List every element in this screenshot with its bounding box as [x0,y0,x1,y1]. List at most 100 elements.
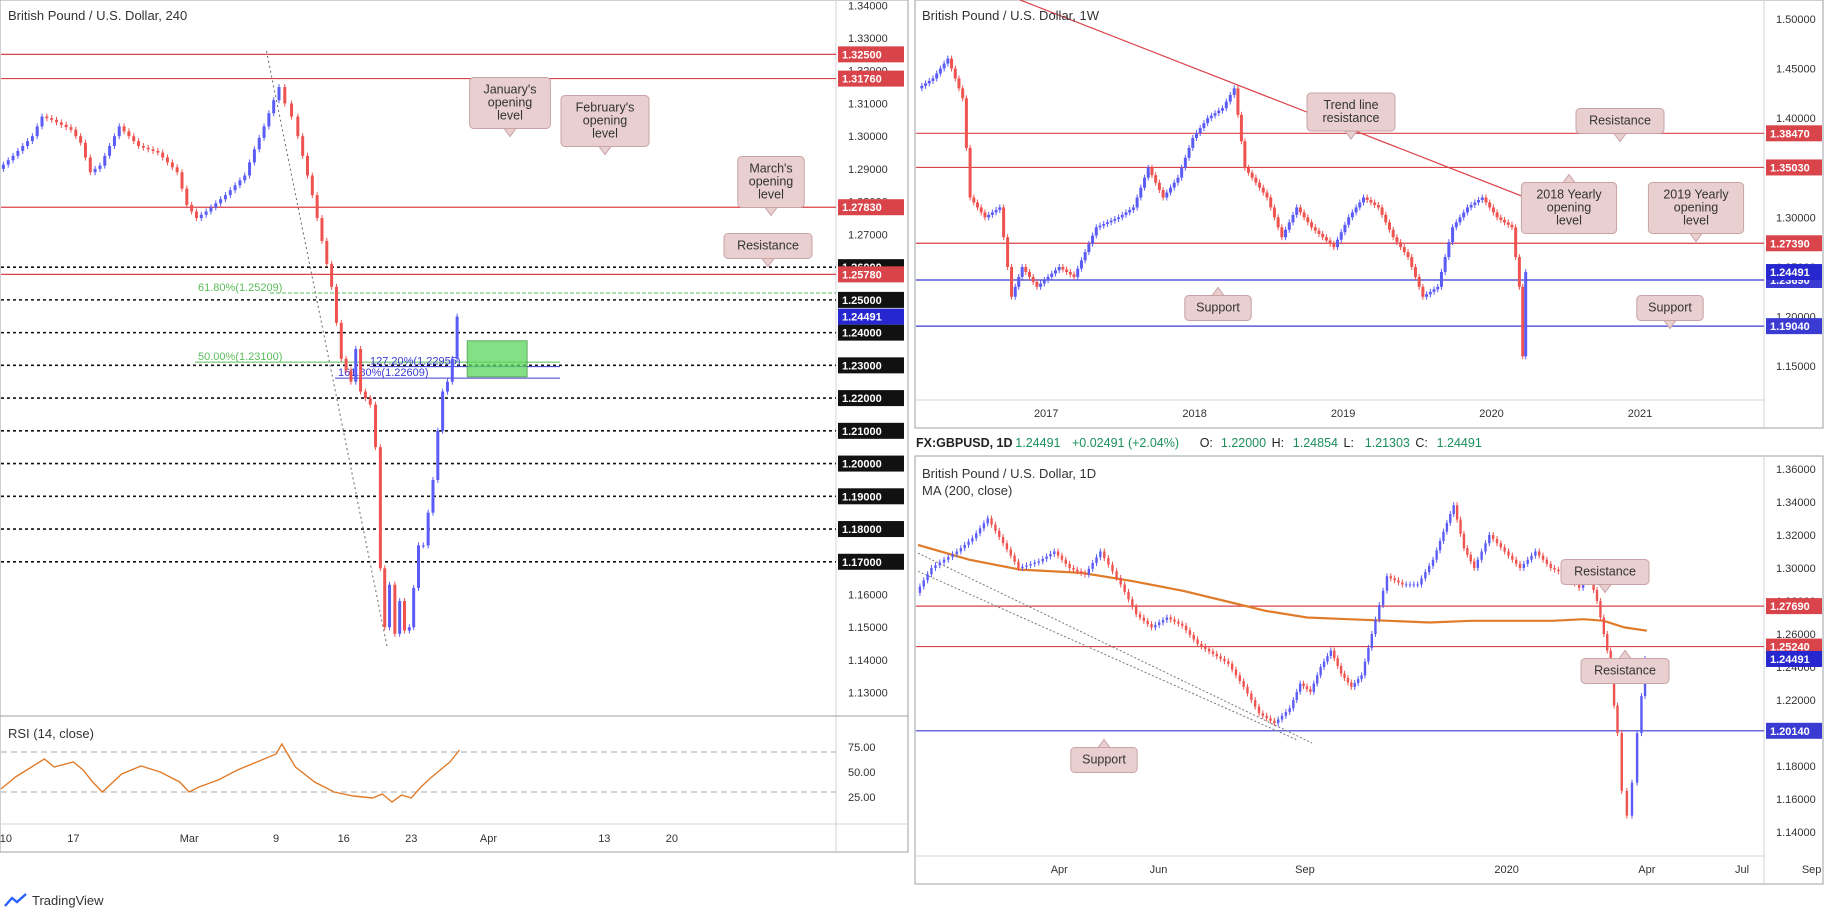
d1-annotation-box [1580,658,1670,684]
d1-candle [1111,564,1114,572]
d1-price-tag: 1.24491 [1770,654,1810,666]
h4-candle [146,147,150,150]
h4-annotation-box [723,233,813,259]
w1-candle [1521,286,1525,357]
d1-candle [1316,675,1319,684]
d1-level-tag-bg [1766,722,1822,739]
w1-candle [1280,227,1284,238]
w1-candle [1057,266,1061,271]
h4-annotation: Resistance [723,233,813,268]
d1-candle [1161,619,1165,623]
h4-annotation-text: March's [749,162,792,176]
w1-annotation-text: 2018 Yearly [1536,188,1602,202]
w1-candle [1362,197,1366,203]
d1-candle [971,538,974,542]
w1-level-tag: 1.19040 [1770,321,1810,333]
d1-candle [1329,650,1333,657]
h4-candle [417,545,420,588]
w1-x-tick: 2017 [1034,408,1058,420]
w1-candle [994,209,998,213]
h4-x-tick: 23 [405,833,417,845]
h4-resistance-tag-bg [838,266,904,283]
w1-candle [1061,266,1065,270]
d1-candle [1431,559,1435,566]
d1-candle [1095,557,1098,564]
h4-fib-label: 61.80%(1.25209) [198,282,282,294]
w1-candle [1254,177,1258,183]
w1-candle [1087,243,1091,253]
h4-candle [243,175,247,181]
d1-candle [1079,571,1083,573]
h4-round-level-tag: 1.21000 [842,426,882,438]
w1-candle [1376,204,1380,208]
d1-candle [1449,514,1452,523]
w1-candle [1124,212,1128,215]
d1-candle [986,518,989,524]
h4-candle [166,157,170,163]
h4-annotation-text: opening [583,114,628,128]
d1-candle [1005,543,1009,550]
w1-candle [1161,190,1165,198]
h4-round-level-tag: 1.24000 [842,328,882,340]
d1-candle [1265,715,1268,719]
w1-candle [1258,182,1262,188]
d1-candle [1083,572,1087,575]
h4-candle [59,122,63,125]
d1-candle [1049,553,1052,557]
h4-annotation-text: opening [749,175,794,189]
w1-candle [957,78,961,89]
h4-candle [204,211,208,215]
legend-item: 1.21303 [1365,436,1410,450]
d1-candle [1204,646,1207,649]
d1-candle [1370,634,1374,648]
d1-candle [1416,584,1419,586]
tradingview-logo[interactable]: TradingView [4,889,104,911]
w1-candle [1369,200,1373,203]
w1-candle [1117,217,1121,220]
d1-level-tag: 1.27690 [1770,601,1810,613]
d1-candle [1087,568,1091,575]
rsi-line [0,742,461,803]
h4-candle [441,391,445,431]
w1-candle [1198,128,1202,134]
w1-y-tick: 1.40000 [1776,113,1816,125]
h4-round-level-tag-bg [838,553,904,570]
d1-candle [1238,675,1242,682]
h4-candle [180,172,184,189]
w1-candle [1484,197,1488,203]
d1-candle [934,565,937,568]
w1-annotation-box [1520,182,1618,234]
h4-resistance-tag: 1.27830 [842,202,882,214]
h4-candle [127,131,131,137]
w1-candle [1287,222,1291,230]
panel-d1: 1.360001.340001.320001.300001.280001.260… [914,455,1824,885]
d1-candle [1115,571,1118,578]
d1-candle [1488,534,1491,544]
w1-candle [1209,115,1213,119]
w1-candle [1324,237,1328,241]
d1-level-tag-bg [1766,598,1822,615]
w1-candle [1194,133,1198,138]
w1-candle [1050,273,1054,277]
h4-candle [445,381,449,392]
h4-y-tick: 1.13000 [848,688,888,700]
d1-candle [1250,693,1253,701]
h4-x-tick: 13 [598,833,610,845]
d1-annotation-text: Support [1082,753,1126,767]
w1-candle [1399,242,1403,248]
d1-candle [1013,555,1016,562]
w1-candle [1020,266,1024,277]
h4-y-tick: 1.14000 [848,655,888,667]
h4-candle [35,126,39,137]
w1-candle [1024,266,1028,272]
w1-candle [1224,101,1228,109]
d1-candle [1103,551,1106,559]
w1-candle [961,88,965,99]
h4-round-level-tag-bg [838,324,904,341]
h4-annotation-box [560,95,650,147]
h4-annotation-box [737,156,805,208]
d1-candle [1466,548,1469,555]
w1-level-tag: 1.35030 [1770,162,1810,174]
d1-level-tag: 1.25240 [1770,642,1810,654]
